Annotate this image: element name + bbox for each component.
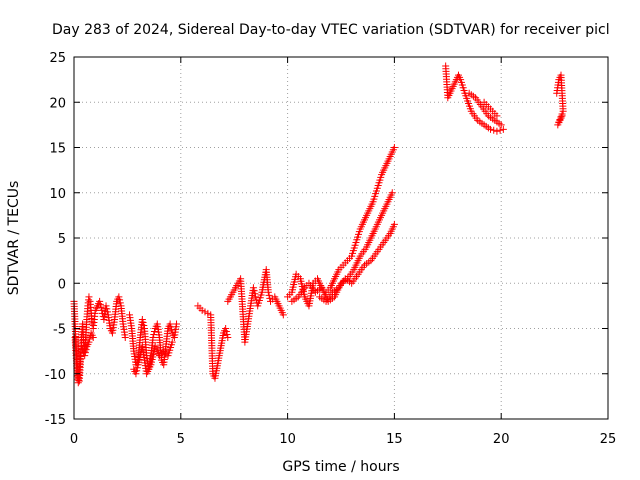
data-point xyxy=(81,349,89,357)
data-point xyxy=(88,320,96,328)
data-point xyxy=(96,300,104,308)
x-tick-label: 10 xyxy=(279,432,296,447)
data-point xyxy=(85,293,93,301)
data-points xyxy=(70,62,567,387)
data-point xyxy=(96,297,104,305)
y-tick-label: -10 xyxy=(45,368,66,383)
data-point xyxy=(264,288,272,296)
data-point xyxy=(493,112,501,120)
y-tick-label: 25 xyxy=(49,51,66,66)
y-tick-label: -15 xyxy=(45,413,66,428)
data-point xyxy=(497,121,505,129)
data-point xyxy=(150,328,158,336)
data-point xyxy=(149,334,157,342)
data-point xyxy=(139,318,147,326)
data-point xyxy=(250,287,258,295)
data-point xyxy=(223,331,231,339)
data-point xyxy=(222,328,230,336)
data-point xyxy=(499,125,507,133)
data-point xyxy=(224,334,232,342)
x-tick-label: 0 xyxy=(70,432,78,447)
y-tick-label: 20 xyxy=(49,96,66,111)
data-point xyxy=(82,346,90,354)
data-point xyxy=(103,308,111,316)
data-point xyxy=(388,189,396,197)
x-tick-label: 25 xyxy=(600,432,617,447)
data-point xyxy=(390,220,398,228)
data-point xyxy=(496,126,504,134)
data-point xyxy=(265,291,273,299)
data-point xyxy=(86,332,94,340)
y-tick-label: -5 xyxy=(53,323,66,338)
data-point xyxy=(85,338,93,346)
data-point xyxy=(116,299,124,307)
data-point xyxy=(132,370,140,378)
data-point xyxy=(81,352,89,360)
y-tick-label: 10 xyxy=(49,187,66,202)
data-point xyxy=(103,305,111,313)
data-point xyxy=(222,325,230,332)
data-point xyxy=(168,338,176,346)
data-point xyxy=(140,321,148,329)
y-tick-label: 5 xyxy=(58,232,66,247)
data-point xyxy=(390,144,398,151)
x-axis-label: GPS time / hours xyxy=(282,459,399,475)
data-point xyxy=(89,334,97,342)
data-point xyxy=(204,309,212,317)
data-point xyxy=(558,112,566,120)
data-point xyxy=(86,335,94,343)
data-point xyxy=(487,125,495,133)
y-axis-label: SDTVAR / TECUs xyxy=(6,181,22,296)
x-tick-label: 5 xyxy=(177,432,185,447)
data-point xyxy=(115,293,123,301)
y-tick-label: 15 xyxy=(49,142,66,157)
data-point xyxy=(121,334,129,342)
data-point xyxy=(97,303,105,311)
data-point xyxy=(116,296,124,304)
y-tick-label: 0 xyxy=(58,277,66,292)
data-point xyxy=(168,326,176,334)
data-point xyxy=(201,308,209,316)
chart-title: Day 283 of 2024, Sidereal Day-to-day VTE… xyxy=(52,22,610,38)
data-point xyxy=(166,320,174,328)
data-point xyxy=(266,294,274,302)
axis-ticks: 0 5 10 15 20 25 -15 -10 -5 0 5 10 15 20 25 xyxy=(45,51,617,447)
data-point xyxy=(198,306,206,314)
x-tick-label: 15 xyxy=(386,432,403,447)
grid xyxy=(74,57,608,419)
data-point xyxy=(98,306,106,314)
data-point xyxy=(133,364,141,372)
data-point xyxy=(251,290,259,298)
x-tick-label: 20 xyxy=(493,432,510,447)
data-point xyxy=(249,284,257,292)
data-point xyxy=(102,302,110,310)
data-point xyxy=(252,293,260,301)
data-point xyxy=(173,320,181,328)
data-point xyxy=(490,126,498,134)
data-point xyxy=(493,127,501,135)
data-point xyxy=(138,315,146,323)
data-point xyxy=(133,367,141,375)
data-point xyxy=(279,311,287,319)
